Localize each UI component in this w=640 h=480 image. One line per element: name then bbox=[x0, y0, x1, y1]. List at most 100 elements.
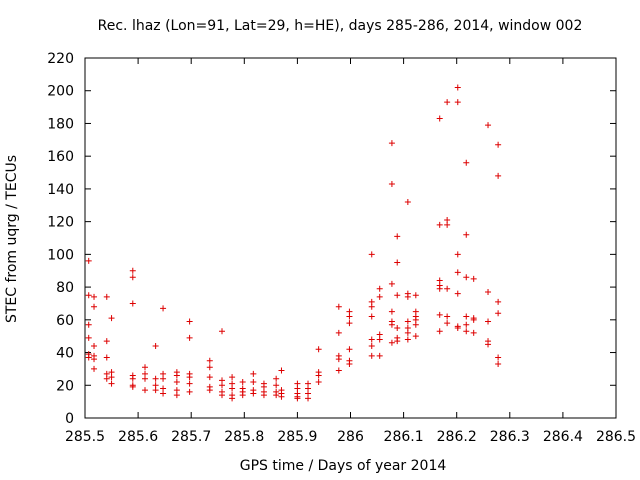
data-point bbox=[108, 374, 115, 381]
data-point bbox=[454, 99, 461, 106]
data-point bbox=[376, 352, 383, 359]
data-point bbox=[229, 385, 236, 392]
data-point bbox=[103, 375, 110, 382]
data-point bbox=[436, 311, 443, 318]
data-point bbox=[463, 274, 470, 281]
data-point bbox=[142, 375, 149, 382]
data-point bbox=[444, 320, 451, 327]
plot-frame bbox=[84, 57, 617, 419]
data-point bbox=[186, 334, 193, 341]
data-point bbox=[142, 387, 149, 394]
data-point bbox=[495, 298, 502, 305]
y-tick-label: 100 bbox=[47, 247, 74, 263]
data-point bbox=[305, 395, 312, 402]
data-points bbox=[85, 84, 502, 402]
data-point bbox=[229, 374, 236, 381]
data-point bbox=[85, 354, 92, 361]
data-point bbox=[454, 290, 461, 297]
data-point bbox=[368, 251, 375, 258]
data-point bbox=[129, 267, 136, 274]
data-point bbox=[186, 388, 193, 395]
data-point bbox=[368, 303, 375, 310]
data-point bbox=[160, 390, 167, 397]
chart-title: Rec. lhaz (Lon=91, Lat=29, h=HE), days 2… bbox=[98, 18, 583, 34]
data-point bbox=[206, 357, 213, 364]
data-point bbox=[273, 375, 280, 382]
data-point bbox=[368, 343, 375, 349]
data-point bbox=[129, 383, 136, 390]
data-point bbox=[394, 259, 401, 266]
data-point bbox=[470, 275, 477, 282]
data-point bbox=[218, 328, 225, 335]
data-point bbox=[495, 172, 502, 179]
data-point bbox=[250, 390, 257, 397]
x-axis-label: GPS time / Days of year 2014 bbox=[240, 458, 447, 474]
data-point bbox=[173, 392, 180, 399]
data-point bbox=[91, 356, 98, 363]
data-point bbox=[376, 285, 383, 292]
data-point bbox=[463, 321, 470, 328]
x-tick-label: 285.6 bbox=[118, 429, 158, 445]
data-point bbox=[463, 231, 470, 238]
data-point bbox=[85, 321, 92, 328]
x-tick-label: 285.9 bbox=[277, 429, 317, 445]
data-point bbox=[218, 382, 225, 389]
data-point bbox=[376, 336, 383, 343]
data-point bbox=[388, 308, 395, 315]
data-point bbox=[368, 336, 375, 343]
data-point bbox=[495, 361, 502, 367]
data-point bbox=[152, 343, 159, 349]
data-point bbox=[412, 333, 419, 340]
y-tick-label: 0 bbox=[65, 411, 74, 427]
data-point bbox=[85, 257, 92, 264]
data-point bbox=[152, 375, 159, 382]
data-point bbox=[454, 251, 461, 258]
data-point bbox=[85, 334, 92, 341]
data-point bbox=[404, 336, 411, 343]
data-point bbox=[376, 293, 383, 300]
data-point bbox=[394, 338, 401, 345]
data-point bbox=[294, 395, 301, 402]
x-tick-label: 286.3 bbox=[490, 429, 530, 445]
data-point bbox=[335, 303, 342, 310]
data-point bbox=[346, 346, 353, 353]
data-point bbox=[346, 361, 353, 367]
data-point bbox=[470, 316, 477, 323]
data-point bbox=[278, 367, 285, 374]
data-point bbox=[186, 374, 193, 381]
data-point bbox=[229, 395, 236, 402]
data-point bbox=[315, 372, 322, 379]
y-tick-label: 60 bbox=[56, 313, 74, 329]
data-point bbox=[206, 374, 213, 381]
data-point bbox=[454, 269, 461, 276]
data-point bbox=[108, 380, 115, 387]
data-point bbox=[388, 140, 395, 147]
data-point bbox=[388, 181, 395, 187]
y-tick-label: 220 bbox=[47, 51, 74, 67]
y-axis-label: STEC from uqrg / TECUs bbox=[4, 155, 20, 323]
data-point bbox=[91, 365, 98, 372]
data-point bbox=[404, 329, 411, 336]
data-point bbox=[335, 356, 342, 363]
data-point bbox=[436, 115, 443, 122]
data-point bbox=[239, 379, 246, 385]
data-point bbox=[495, 141, 502, 148]
data-point bbox=[260, 392, 267, 399]
x-tick-label: 286.1 bbox=[384, 429, 424, 445]
data-point bbox=[404, 199, 411, 205]
x-tick-label: 286.4 bbox=[543, 429, 583, 445]
data-point bbox=[485, 122, 492, 129]
x-tick-label: 285.7 bbox=[171, 429, 211, 445]
x-tick-label: 285.5 bbox=[65, 429, 105, 445]
data-point bbox=[436, 221, 443, 228]
data-point bbox=[206, 364, 213, 371]
data-point bbox=[206, 387, 213, 394]
data-point bbox=[273, 382, 280, 389]
data-point bbox=[485, 341, 492, 348]
data-point bbox=[218, 392, 225, 399]
data-point bbox=[463, 159, 470, 166]
y-tick-label: 140 bbox=[47, 182, 74, 198]
data-point bbox=[108, 315, 115, 322]
data-point bbox=[485, 318, 492, 325]
